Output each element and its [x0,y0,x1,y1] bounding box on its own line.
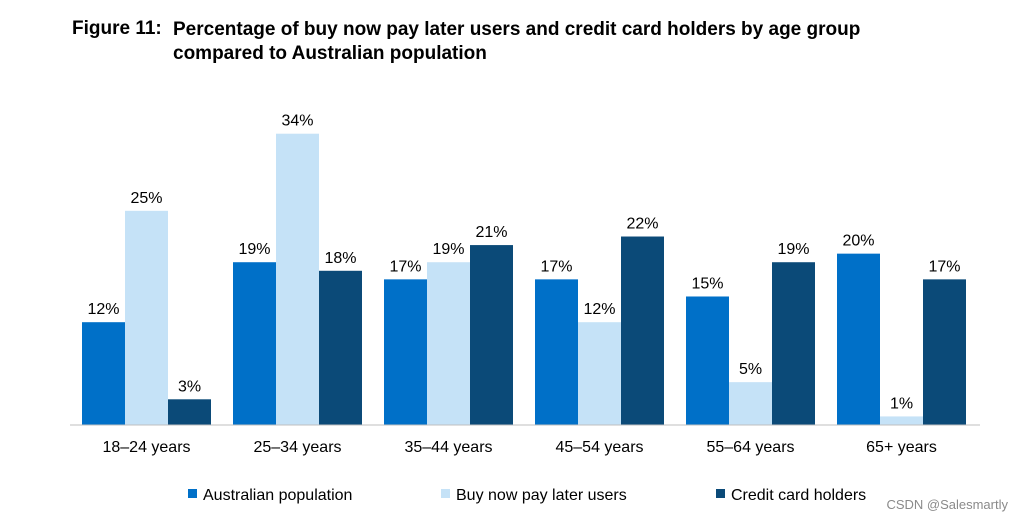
value-label: 17% [928,258,960,275]
category-label: 35–44 years [404,439,492,456]
value-label: 19% [777,241,809,258]
value-label: 21% [475,224,507,241]
bars-group [82,133,966,425]
legend: Australian population Buy now pay later u… [188,487,866,504]
bar-25-34-years-series-3 [319,270,362,425]
legend-label: Australian population [203,487,352,504]
value-label: 25% [130,190,162,207]
bar-65-years-series-1 [837,253,880,425]
bar-18-24-years-series-3 [168,399,211,425]
value-label: 18% [324,250,356,267]
value-label: 19% [432,241,464,258]
bar-18-24-years-series-1 [82,322,125,425]
category-label: 55–64 years [706,439,794,456]
legend-swatch [716,489,725,498]
bar-45-54-years-series-1 [535,279,578,425]
value-labels-group: 12% 25% 3% 19% 34% 18% 17% 19% 21% 17% 12% 22% 15% 5%… [87,113,960,413]
value-label: 12% [87,301,119,318]
value-label: 15% [691,275,723,292]
bar-65-years-series-3 [923,279,966,425]
value-label: 1% [890,395,913,412]
watermark: CSDN @Salesmartly [886,497,1008,512]
value-label: 3% [178,378,201,395]
legend-label: Buy now pay later users [456,487,627,504]
bar-35-44-years-series-2 [427,262,470,425]
bar-55-64-years-series-2 [729,382,772,425]
value-label: 22% [626,216,658,233]
legend-swatch [188,489,197,498]
chart-title: Percentage of buy now pay later users an… [173,19,861,64]
bar-65-years-series-2 [880,416,923,425]
bar-25-34-years-series-2 [276,133,319,425]
value-label: 12% [583,301,615,318]
category-label: 25–34 years [253,439,341,456]
category-label: 65+ years [866,439,937,456]
bar-45-54-years-series-2 [578,322,621,425]
value-label: 19% [238,241,270,258]
category-label: 18–24 years [102,439,190,456]
legend-label: Credit card holders [731,487,866,504]
value-label: 34% [281,113,313,130]
figure-label: Figure 11: [72,18,162,39]
bar-35-44-years-series-3 [470,245,513,425]
bar-18-24-years-series-2 [125,210,168,425]
category-labels-group: 18–24 years 25–34 years 35–44 years 45–54 y… [102,439,936,456]
value-label: 5% [739,361,762,378]
bar-25-34-years-series-1 [233,262,276,425]
bar-55-64-years-series-3 [772,262,815,425]
bar-55-64-years-series-1 [686,296,729,425]
value-label: 20% [842,233,874,250]
value-label: 17% [389,258,421,275]
legend-swatch [441,489,450,498]
value-label: 17% [540,258,572,275]
bar-35-44-years-series-1 [384,279,427,425]
bar-45-54-years-series-3 [621,236,664,425]
category-label: 45–54 years [555,439,643,456]
